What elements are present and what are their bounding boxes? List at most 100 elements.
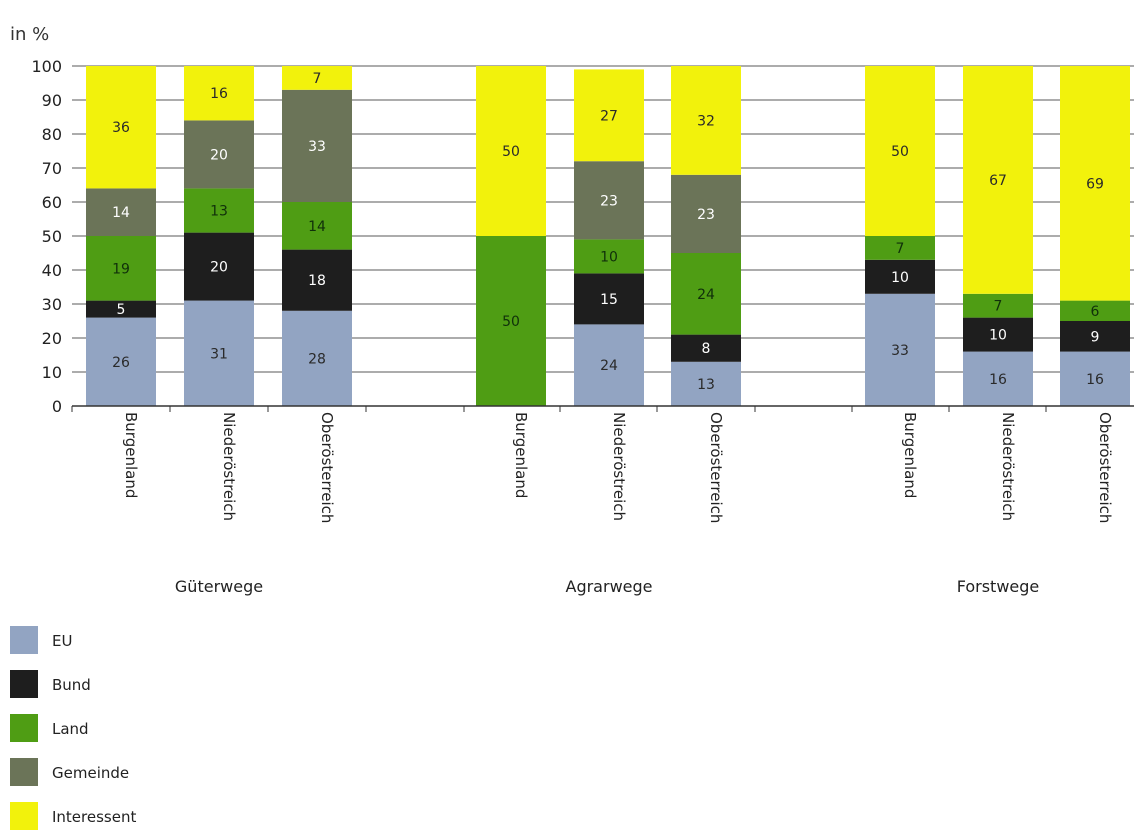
y-axis-unit-label: in % <box>10 24 49 45</box>
data-label: 27 <box>600 108 618 124</box>
bar-segment <box>963 351 1033 406</box>
legend-label: Bund <box>52 676 91 694</box>
data-label: 69 <box>1086 176 1104 192</box>
data-label: 18 <box>308 273 326 289</box>
y-tick-label: 100 <box>31 57 62 76</box>
bar-segment <box>671 66 741 175</box>
data-label: 50 <box>502 144 520 160</box>
bar-segment <box>1060 321 1130 352</box>
bar-segment <box>184 300 254 406</box>
bar-segment <box>86 300 156 318</box>
y-tick-label: 30 <box>42 295 62 314</box>
data-label: 6 <box>1091 304 1100 320</box>
category-label: Burgenland <box>512 412 530 498</box>
bar-segment <box>574 239 644 274</box>
category-label: Niederöstreich <box>999 412 1017 521</box>
legend-swatch <box>10 758 38 786</box>
legend-swatch <box>10 670 38 698</box>
data-label: 23 <box>600 193 618 209</box>
data-label: 9 <box>1091 329 1100 345</box>
y-axis: 0 10 20 30 40 50 60 70 80 90 100 <box>31 57 62 416</box>
data-label: 23 <box>697 207 715 223</box>
bar-segment <box>671 334 741 362</box>
bar-segment <box>671 361 741 406</box>
data-label: 36 <box>112 120 130 136</box>
data-label: 33 <box>891 343 909 359</box>
bar-segment <box>963 317 1033 352</box>
data-label: 28 <box>308 351 326 367</box>
data-label: 31 <box>210 346 228 362</box>
data-label: 14 <box>308 219 326 235</box>
bar-segment <box>86 236 156 301</box>
bar-segment <box>184 232 254 301</box>
category-label: Niederöstreich <box>610 412 628 521</box>
bar-segment <box>184 188 254 233</box>
legend-label: Interessent <box>52 808 136 826</box>
data-label: 20 <box>210 147 228 163</box>
y-tick-label: 90 <box>42 91 62 110</box>
bar-segment <box>282 66 352 90</box>
data-label: 5 <box>117 302 126 318</box>
bar-segment <box>282 202 352 250</box>
bar-segment <box>86 188 156 236</box>
x-axis: Burgenland Niederöstreich Oberösterreich Gü… <box>71 405 1134 596</box>
bars: 26 5 19 14 36 31 20 13 20 16 28 18 14 33 7 50 50 24 15 10 23… <box>86 66 1130 406</box>
bar-segment <box>963 66 1033 294</box>
group-label: Forstwege <box>957 577 1040 596</box>
bar-segment <box>574 324 644 406</box>
data-label: 32 <box>697 113 715 129</box>
bar-segment <box>476 66 546 236</box>
legend-label: Land <box>52 720 89 738</box>
bar-segment <box>282 89 352 202</box>
bar-segment <box>184 66 254 121</box>
bar-segment <box>1060 66 1130 301</box>
bar-segment <box>574 69 644 162</box>
legend-swatch <box>10 714 38 742</box>
data-label: 16 <box>989 372 1007 388</box>
data-label: 8 <box>702 341 711 357</box>
bar-segment <box>574 161 644 240</box>
y-tick-label: 0 <box>52 397 62 416</box>
data-label: 7 <box>994 299 1003 315</box>
bar-segment <box>1060 300 1130 321</box>
data-label: 13 <box>697 377 715 393</box>
y-tick-label: 60 <box>42 193 62 212</box>
group-label: Güterwege <box>175 577 263 596</box>
bar-segment <box>865 293 935 406</box>
data-label: 26 <box>112 355 130 371</box>
data-label: 20 <box>210 260 228 276</box>
data-label: 10 <box>989 328 1007 344</box>
data-label: 33 <box>308 139 326 155</box>
legend-label: EU <box>52 632 72 650</box>
category-label: Oberösterreich <box>318 412 336 523</box>
y-tick-label: 10 <box>42 363 62 382</box>
data-label: 10 <box>600 249 618 265</box>
category-label: Oberösterreich <box>707 412 725 523</box>
data-label: 7 <box>313 71 322 87</box>
data-label: 13 <box>210 204 228 220</box>
data-label: 24 <box>600 358 618 374</box>
y-tick-label: 20 <box>42 329 62 348</box>
bar-segment <box>184 120 254 189</box>
data-label: 10 <box>891 270 909 286</box>
category-label: Burgenland <box>901 412 919 498</box>
bar-segment <box>1060 351 1130 406</box>
y-tick-label: 40 <box>42 261 62 280</box>
data-label: 16 <box>1086 372 1104 388</box>
data-label: 67 <box>989 173 1007 189</box>
bar-segment <box>86 317 156 406</box>
bar-segment <box>865 259 935 294</box>
data-label: 15 <box>600 292 618 308</box>
category-label: Niederöstreich <box>220 412 238 521</box>
bar-segment <box>963 293 1033 318</box>
data-label: 50 <box>502 314 520 330</box>
data-label: 7 <box>896 241 905 257</box>
y-tick-label: 70 <box>42 159 62 178</box>
group-label: Agrarwege <box>566 577 653 596</box>
legend-swatch <box>10 626 38 654</box>
bar-segment <box>865 236 935 260</box>
data-label: 16 <box>210 86 228 102</box>
legend-label: Gemeinde <box>52 764 129 782</box>
category-label: Burgenland <box>122 412 140 498</box>
